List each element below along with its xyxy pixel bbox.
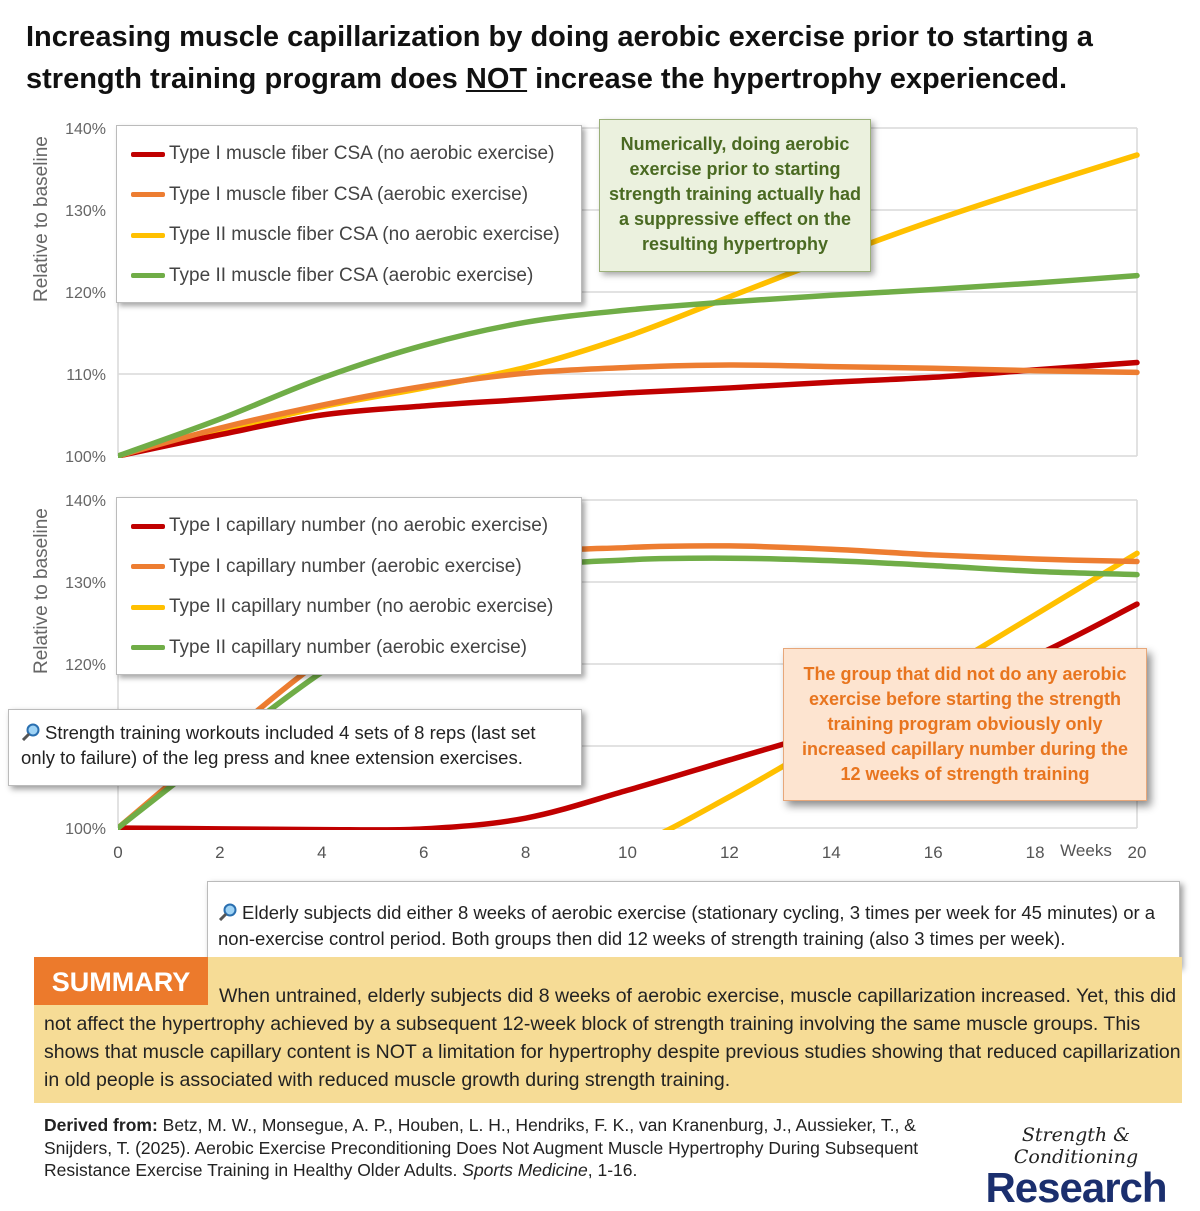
- legend-item: Type II muscle fiber CSA (no aerobic exe…: [131, 215, 567, 256]
- legend-swatch: [131, 232, 165, 238]
- page-title: Increasing muscle capillarization by doi…: [26, 21, 1093, 95]
- y-tick-label: 120%: [65, 285, 106, 302]
- green-callout: Numerically, doing aerobic exercise prio…: [599, 119, 871, 272]
- legend-swatch: [131, 151, 165, 157]
- y-axis-label-bottom: Relative to baseline: [31, 508, 52, 674]
- legend-swatch: [131, 523, 165, 529]
- y-tick-label: 120%: [65, 657, 106, 674]
- legend-item: Type II capillary number (aerobic exerci…: [131, 628, 567, 669]
- brand-logo: Strength & Conditioning Research: [985, 1124, 1167, 1211]
- title-emphasis: NOT: [465, 63, 528, 95]
- legend-swatch: [131, 273, 165, 279]
- y-tick-label: 140%: [65, 121, 106, 138]
- x-axis-label: Weeks: [1060, 841, 1112, 860]
- legend-swatch: [131, 604, 165, 610]
- x-tick-label: 12: [720, 843, 739, 862]
- orange-callout: The group that did not do any aerobic ex…: [783, 648, 1147, 801]
- x-tick-label: 10: [618, 843, 637, 862]
- legend-item: Type I muscle fiber CSA (aerobic exercis…: [131, 175, 567, 216]
- x-tick-label: 20: [1128, 843, 1147, 862]
- y-tick-label: 110%: [66, 367, 106, 384]
- legend-item: Type I muscle fiber CSA (no aerobic exer…: [131, 134, 567, 175]
- series-line-1: [118, 359, 1140, 458]
- y-tick-label: 100%: [65, 821, 106, 838]
- y-tick-label: 130%: [65, 575, 106, 592]
- y-tick-label: 100%: [65, 449, 106, 466]
- summary-label: SUMMARY: [34, 957, 208, 1005]
- legend-top: Type I muscle fiber CSA (no aerobic exer…: [116, 125, 582, 303]
- series-line-2: [118, 543, 1140, 830]
- x-tick-label: 16: [924, 843, 943, 862]
- magnifier-icon: [218, 903, 237, 921]
- legend-item: Type I capillary number (no aerobic exer…: [131, 506, 567, 547]
- summary-panel: [34, 957, 1182, 1103]
- x-tick-label: 6: [419, 843, 428, 862]
- design-note: Elderly subjects did either 8 weeks of a…: [207, 881, 1180, 967]
- x-tick-label: 18: [1026, 843, 1045, 862]
- x-tick-label: 14: [822, 843, 841, 862]
- legend-item: Type II muscle fiber CSA (aerobic exerci…: [131, 256, 567, 297]
- y-tick-label: 130%: [65, 203, 106, 220]
- x-tick-label: 8: [521, 843, 530, 862]
- citation: Derived from: Betz, M. W., Monsegue, A. …: [44, 1115, 919, 1180]
- series-line-2: [118, 362, 1140, 458]
- workout-note: Strength training workouts included 4 se…: [8, 709, 582, 786]
- legend-swatch: [131, 192, 165, 198]
- y-axis-label-top: Relative to baseline: [31, 136, 52, 302]
- x-tick-label: 2: [215, 843, 224, 862]
- legend-item: Type II capillary number (no aerobic exe…: [131, 587, 567, 628]
- series-line-4: [118, 272, 1140, 458]
- legend-swatch: [131, 645, 165, 651]
- y-tick-label: 140%: [65, 493, 106, 510]
- magnifier-icon: [21, 723, 40, 741]
- legend-swatch: [131, 564, 165, 570]
- legend-bottom: Type I capillary number (no aerobic exer…: [116, 497, 582, 675]
- legend-item: Type I capillary number (aerobic exercis…: [131, 547, 567, 588]
- x-tick-label: 0: [113, 843, 122, 862]
- series-line-4: [118, 555, 1140, 830]
- summary-text: When untrained, elderly subjects did 8 w…: [44, 985, 1181, 1091]
- x-tick-label: 4: [317, 843, 326, 862]
